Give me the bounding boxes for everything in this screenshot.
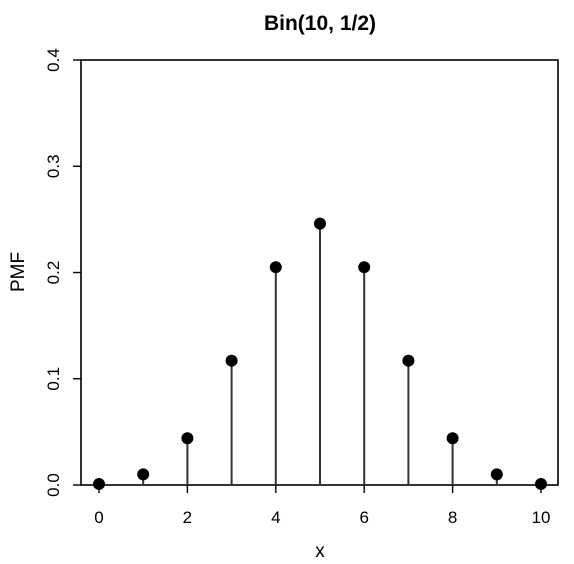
y-axis-label: PMF bbox=[8, 252, 29, 292]
y-tick-label: 0.3 bbox=[44, 154, 63, 178]
stem-lines bbox=[98, 223, 542, 485]
data-point bbox=[137, 468, 150, 481]
x-tick-label: 2 bbox=[183, 508, 192, 527]
data-point bbox=[402, 354, 415, 367]
data-points bbox=[93, 217, 547, 490]
data-point bbox=[225, 354, 238, 367]
x-axis: 0 2 4 6 8 10 bbox=[94, 485, 550, 527]
chart-title: Bin(10, 1/2) bbox=[264, 12, 376, 35]
data-point bbox=[181, 432, 194, 445]
x-tick-label: 10 bbox=[532, 508, 551, 527]
x-tick-label: 6 bbox=[359, 508, 368, 527]
x-tick-label: 8 bbox=[448, 508, 457, 527]
data-point bbox=[314, 217, 326, 230]
y-tick-label: 0.0 bbox=[44, 473, 63, 497]
x-tick-label: 0 bbox=[94, 508, 103, 527]
data-point bbox=[490, 468, 503, 481]
data-point bbox=[269, 261, 282, 274]
data-point bbox=[446, 432, 459, 445]
x-tick-label: 4 bbox=[271, 508, 280, 527]
y-tick-label: 0.2 bbox=[44, 261, 63, 285]
data-point bbox=[358, 261, 371, 274]
y-tick-label: 0.4 bbox=[44, 48, 63, 72]
x-axis-label: x bbox=[315, 541, 325, 562]
y-axis: 0.0 0.1 0.2 0.3 0.4 bbox=[44, 48, 81, 497]
y-tick-label: 0.1 bbox=[44, 367, 63, 391]
